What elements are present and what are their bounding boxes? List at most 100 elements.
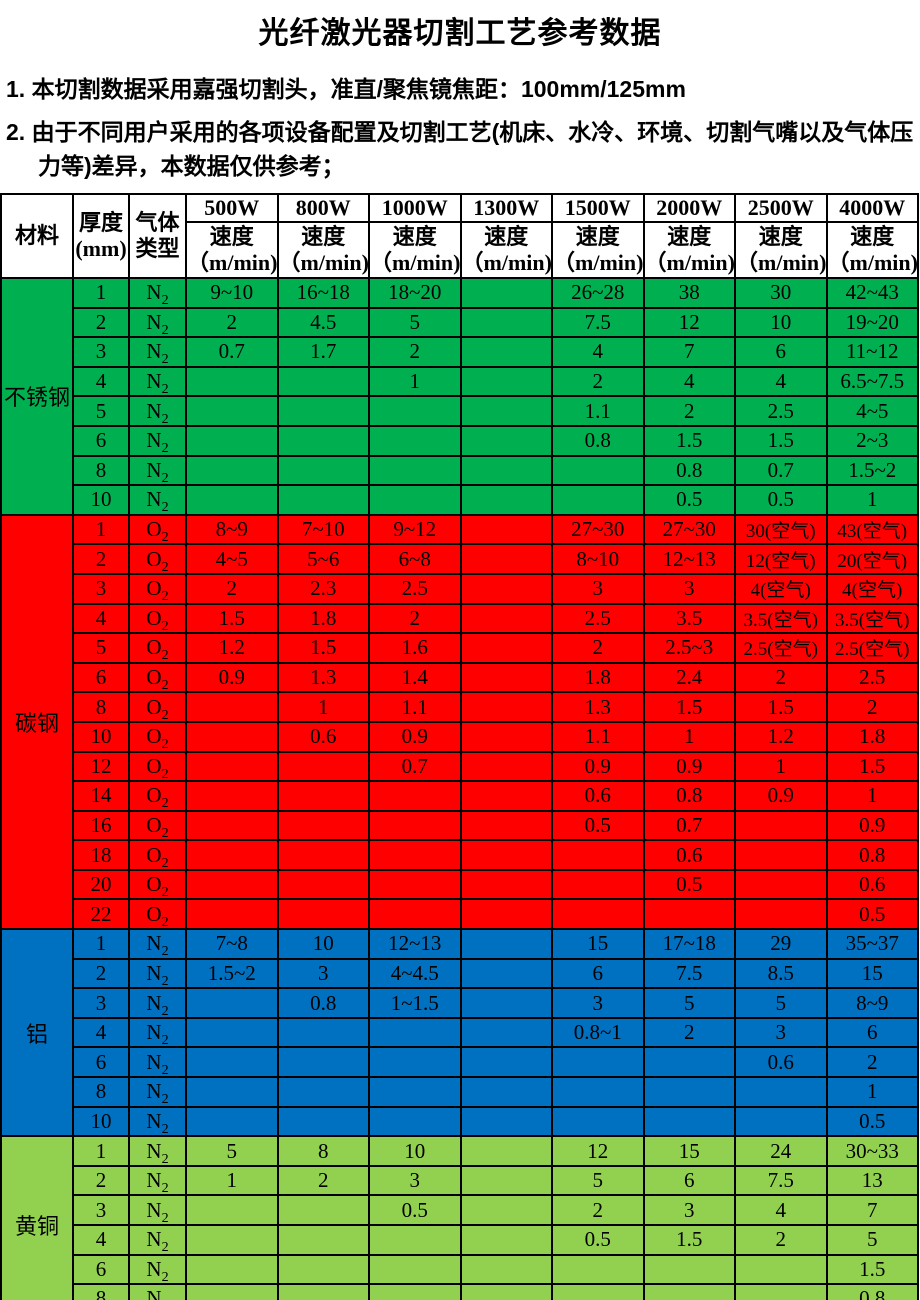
speed-cell <box>459 1105 553 1138</box>
material-cell: 不锈钢 <box>0 277 74 516</box>
table-row: 不锈钢 1 N2 9~10 16~18 18~20 26~28 38 30 42~43 <box>0 277 919 516</box>
gas-cell: N2 <box>128 957 187 990</box>
speed-header: 速度 （m/min) <box>734 221 828 279</box>
cutting-data-table: 材料 厚度 (mm) 气体 类型 500W 800W 1000W 1300W 1500W 2000W… <box>0 193 919 1300</box>
speed-cell: 0.5 <box>551 809 645 842</box>
gas-cell: O2 <box>128 632 187 664</box>
speed-cell: 26~28 <box>551 277 645 309</box>
speed-cell: 1~1.5 <box>368 987 462 1019</box>
speed-cell: 20(空气) <box>825 543 919 575</box>
speed-cell: 2.4 <box>642 661 736 694</box>
gas-subscript: 2 <box>161 826 169 841</box>
speed-cell: 0.8~1 <box>551 1016 645 1049</box>
speed-cell: 7~8 <box>185 928 279 960</box>
speed-cell <box>276 839 370 871</box>
speed-cell: 2.3 <box>276 572 370 605</box>
speed-cell <box>459 424 553 457</box>
table-row: 4 N2 1 2 4 4 6.5~7.5 <box>1 365 919 398</box>
thickness-cell: 6 <box>72 1046 130 1079</box>
speed-cell: 12(空气) <box>734 543 828 575</box>
speed-cell: 0.6 <box>642 839 736 871</box>
table-row: 2 O2 4~5 5~6 6~8 8~10 12~13 12(空气) 20(空气) <box>1 543 919 575</box>
table-row: 黄铜 1 N2 5 8 10 12 15 24 30~33 <box>0 1135 919 1300</box>
speed-cell <box>185 1253 279 1286</box>
speed-cell: 9~12 <box>368 513 462 546</box>
gas-cell: O2 <box>128 750 187 783</box>
speed-cell: 42~43 <box>825 277 919 309</box>
table-row: 3 N2 0.8 1~1.5 3 5 5 8~9 <box>1 987 919 1019</box>
speed-cell <box>459 336 553 368</box>
table-row: 3 N2 0.7 1.7 2 4 7 6 11~12 <box>1 336 919 368</box>
speed-header: 速度 （m/min) <box>551 221 645 279</box>
speed-cell: 7.5 <box>734 1164 828 1197</box>
gas-subscript: 2 <box>161 974 169 989</box>
speed-cell: 1.5 <box>734 691 828 723</box>
gas-cell: N2 <box>128 395 187 427</box>
gas-symbol: O <box>146 694 162 719</box>
speed-cell <box>368 1016 462 1049</box>
speed-cell <box>276 1076 370 1108</box>
speed-cell <box>276 454 370 487</box>
thickness-cell: 2 <box>72 957 130 990</box>
speed-cell <box>276 1253 370 1286</box>
gas-cell: N2 <box>128 1164 187 1197</box>
table-row: 10 N2 0.5 <box>1 1105 919 1138</box>
speed-cell <box>734 1076 828 1108</box>
speed-cell <box>459 898 553 931</box>
speed-cell: 4 <box>551 336 645 368</box>
speed-cell: 0.6 <box>551 780 645 812</box>
table-row: 10 O2 0.6 0.9 1.1 1 1.2 1.8 <box>1 720 919 753</box>
note-line: 力等)差异，本数据仅供参考； <box>38 153 345 179</box>
gas-subscript: 2 <box>161 589 169 604</box>
speed-cell <box>642 1076 736 1108</box>
speed-cell: 4~4.5 <box>368 957 462 990</box>
power-header: 800W <box>276 193 370 223</box>
speed-cell: 2.5(空气) <box>734 632 828 664</box>
gas-symbol: N <box>146 1020 162 1045</box>
gas-cell: N2 <box>128 277 187 309</box>
gas-symbol: N <box>146 1049 162 1074</box>
thickness-cell: 14 <box>72 780 130 812</box>
table-row: 20 O2 0.5 0.6 <box>1 868 919 901</box>
speed-cell: 2 <box>185 572 279 605</box>
speed-cell: 3.5(空气) <box>734 602 828 635</box>
table-row: 14 O2 0.6 0.8 0.9 1 <box>1 780 919 812</box>
speed-cell <box>459 277 553 309</box>
speed-cell <box>642 1283 736 1300</box>
thickness-cell: 1 <box>72 277 130 309</box>
gas-cell: O2 <box>128 602 187 635</box>
speed-cell: 4(空气) <box>825 572 919 605</box>
gas-symbol: N <box>146 309 162 334</box>
speed-cell <box>459 1224 553 1256</box>
speed-cell: 1.1 <box>551 395 645 427</box>
gas-symbol: O <box>146 635 162 660</box>
thickness-cell: 3 <box>72 987 130 1019</box>
table-row: 6 N2 0.8 1.5 1.5 2~3 <box>1 424 919 457</box>
speed-cell: 1.5 <box>276 632 370 664</box>
speed-cell: 1.5~2 <box>825 454 919 487</box>
table-row: 8 O2 1 1.1 1.3 1.5 1.5 2 <box>1 691 919 723</box>
gas-cell: N2 <box>128 1224 187 1256</box>
speed-cell: 3 <box>642 572 736 605</box>
material-cell: 黄铜 <box>0 1135 74 1300</box>
thickness-cell: 8 <box>72 691 130 723</box>
speed-header: 速度 （m/min) <box>276 221 370 279</box>
speed-cell: 4~5 <box>185 543 279 575</box>
speed-cell: 1.8 <box>276 602 370 635</box>
table-row: 12 O2 0.7 0.9 0.9 1 1.5 <box>1 750 919 783</box>
speed-cell: 5 <box>368 306 462 339</box>
speed-cell <box>734 1105 828 1138</box>
speed-cell: 7.5 <box>551 306 645 339</box>
table-row: 22 O2 0.5 <box>1 898 919 931</box>
gas-subscript: 2 <box>161 411 169 426</box>
speed-cell: 0.9 <box>825 809 919 842</box>
gas-cell: O2 <box>128 809 187 842</box>
speed-cell <box>459 484 553 516</box>
speed-cell: 30(空气) <box>734 513 828 546</box>
speed-cell: 0.7 <box>185 336 279 368</box>
speed-cell <box>459 1016 553 1049</box>
thickness-cell: 5 <box>72 395 130 427</box>
speed-cell: 24 <box>734 1135 828 1167</box>
thickness-cell: 2 <box>72 306 130 339</box>
speed-unit: （m/min) <box>187 250 278 275</box>
